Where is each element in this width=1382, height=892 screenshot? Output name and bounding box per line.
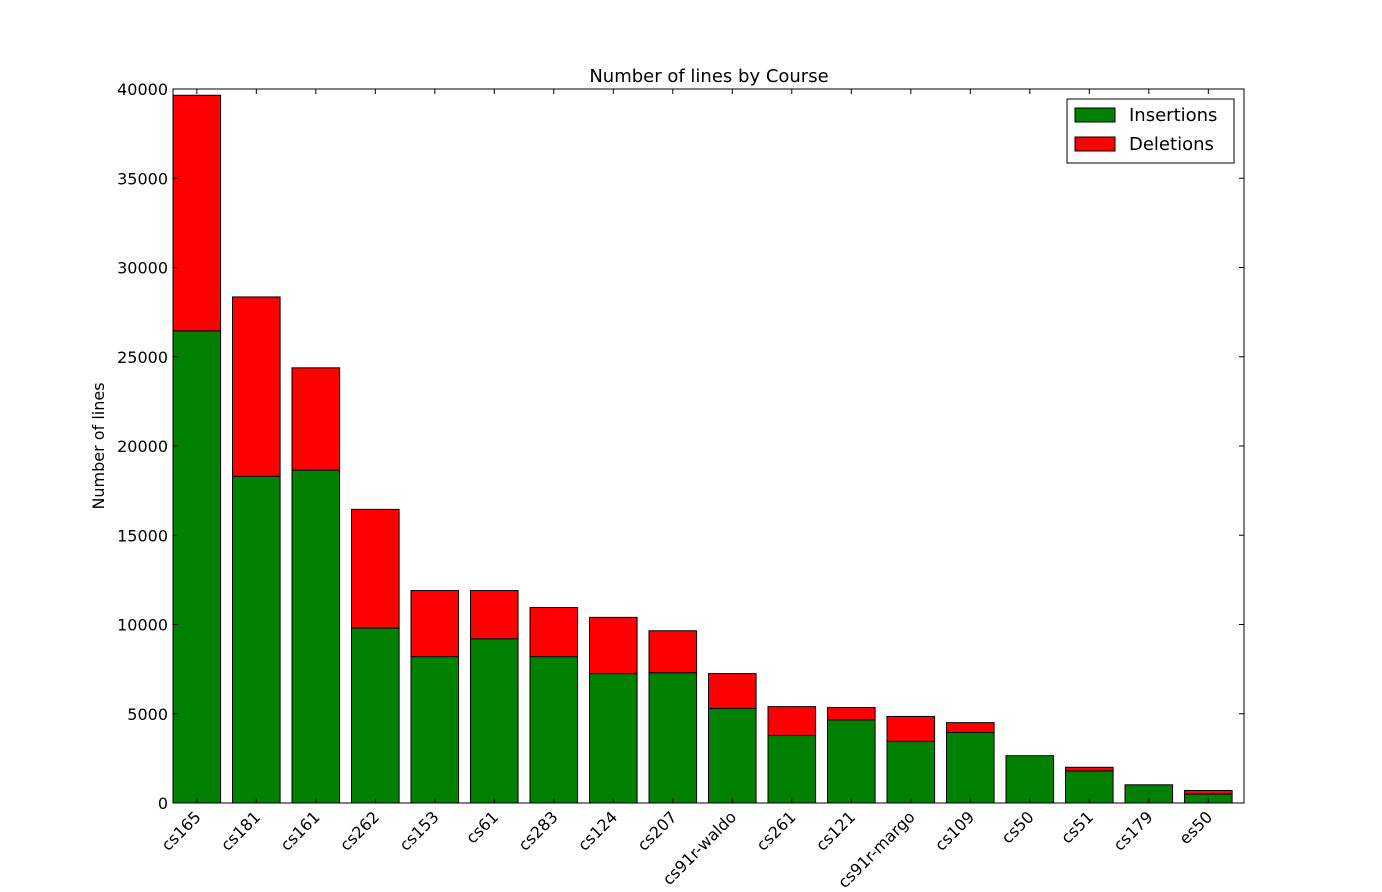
bar-deletions-cs91r-margo (886, 715, 936, 742)
bar-insertions-cs50 (1005, 755, 1055, 804)
legend-swatch-deletions (1074, 136, 1116, 152)
bar-insertions-cs124 (589, 673, 638, 804)
plot-frame (172, 88, 1245, 804)
y-tick-label: 5000 (127, 705, 168, 724)
y-tick-label: 0 (158, 794, 168, 813)
y-tick-label: 35000 (117, 169, 168, 188)
legend-label-deletions: Deletions (1129, 134, 1214, 155)
bar-deletions-cs121 (827, 707, 876, 721)
y-tick-label: 25000 (117, 348, 168, 367)
bar-insertions-cs262 (351, 627, 400, 804)
bar-insertions-cs109 (946, 731, 995, 804)
bar-deletions-cs153 (410, 590, 460, 658)
bar-deletions-cs51 (1065, 766, 1114, 772)
bar-deletions-cs109 (946, 722, 995, 733)
y-tick-label: 40000 (117, 80, 168, 99)
bar-deletions-es50 (1184, 790, 1233, 795)
y-axis-label: Number of lines (89, 382, 108, 509)
bar-insertions-cs283 (529, 656, 579, 804)
bar-insertions-cs51 (1065, 770, 1114, 804)
chart-title: Number of lines by Course (589, 66, 828, 87)
bar-insertions-cs261 (767, 735, 817, 804)
bar-deletions-cs207 (648, 630, 698, 674)
bar-insertions-cs91r-waldo (708, 707, 757, 804)
legend-swatch-insertions (1074, 107, 1116, 123)
bar-insertions-cs181 (232, 475, 281, 804)
legend: Insertions Deletions (1066, 98, 1235, 164)
y-tick-label: 10000 (117, 616, 168, 635)
bar-insertions-cs165 (172, 330, 222, 804)
bar-deletions-cs165 (172, 94, 222, 332)
bar-insertions-cs61 (470, 638, 519, 804)
bar-deletions-cs283 (529, 607, 579, 658)
bar-deletions-cs181 (232, 296, 281, 477)
bars-layer (172, 94, 1233, 804)
bar-deletions-cs124 (589, 616, 638, 675)
bar-insertions-cs153 (410, 656, 460, 804)
y-tick-label: 15000 (117, 526, 168, 545)
bar-insertions-cs121 (827, 719, 876, 804)
bar-deletions-cs261 (767, 706, 817, 737)
bar-insertions-cs91r-margo (886, 740, 936, 804)
bar-insertions-cs207 (648, 672, 698, 804)
legend-label-insertions: Insertions (1129, 105, 1217, 126)
bar-insertions-cs161 (291, 469, 341, 804)
y-tick-label: 20000 (117, 437, 168, 456)
bar-deletions-cs161 (291, 367, 341, 471)
bar-deletions-cs262 (351, 508, 400, 629)
y-tick-label: 30000 (117, 259, 168, 278)
bar-deletions-cs61 (470, 590, 519, 640)
bar-deletions-cs91r-waldo (708, 673, 757, 709)
